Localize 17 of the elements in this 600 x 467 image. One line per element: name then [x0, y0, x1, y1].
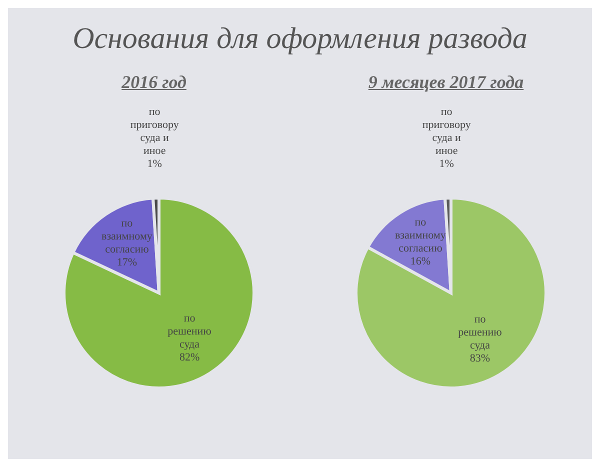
- chart-subtitle: 2016 год: [122, 72, 186, 94]
- slice-label: по взаимному согласию: [394, 216, 446, 254]
- data-label: 1%: [147, 158, 162, 170]
- data-label: 82%: [179, 352, 200, 364]
- slice-label: по приговору суда и иное: [130, 106, 180, 158]
- pie-slice: [354, 196, 548, 390]
- data-label: 17%: [116, 256, 138, 268]
- slice-label: по решению суда: [168, 312, 212, 351]
- pie-slice: [62, 196, 256, 390]
- data-label: 1%: [439, 158, 454, 170]
- slice-label: по приговору суда и иное: [422, 106, 472, 158]
- data-label: 16%: [410, 255, 431, 268]
- chart-subtitle: 9 месяцев 2017 года: [368, 72, 524, 94]
- data-label: 83%: [470, 352, 490, 365]
- slice-label: по решению суда: [458, 314, 502, 352]
- slice-label: по взаимному согласию: [102, 217, 153, 256]
- chart-title: Основания для оформления развода: [72, 21, 528, 57]
